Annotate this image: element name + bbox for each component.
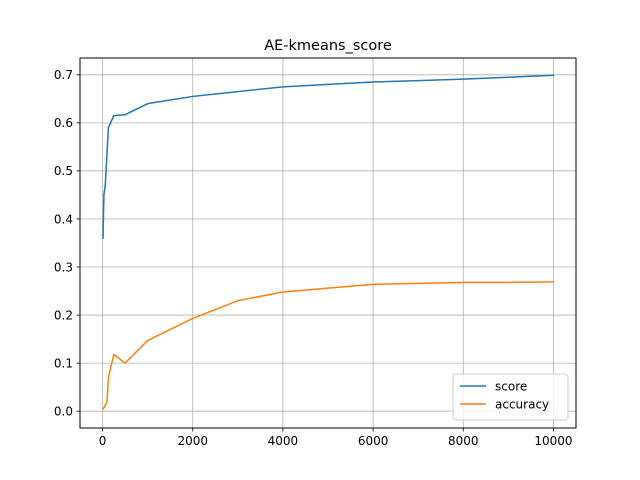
y-tick-label: 0.5 [54,164,73,178]
x-tick-label: 4000 [268,434,299,448]
legend-label-accuracy: accuracy [495,397,549,411]
series-line-score [102,74,555,239]
chart-title: AE-kmeans_score [264,38,392,54]
series-line-accuracy [101,281,555,410]
y-tick-label: 0.7 [54,68,73,82]
y-tick-label: 0.3 [54,260,73,274]
grid-lines [80,58,576,428]
y-tick-label: 0.6 [54,116,73,130]
x-tick-label: 2000 [177,434,208,448]
y-tick-label: 0.2 [54,308,73,322]
plot-frame [79,57,577,429]
x-tick-label: 10000 [534,434,572,448]
legend-label-score: score [495,379,527,393]
y-tick-label: 0.1 [54,356,73,370]
x-tick-label: 6000 [358,434,389,448]
legend: score accuracy [452,373,569,421]
y-tick-label: 0.0 [54,404,73,418]
x-tick-label: 0 [99,434,107,448]
x-tick-label: 8000 [448,434,479,448]
series-lines [101,74,555,410]
axis-ticks: 0 2000 4000 6000 8000 10000 0.0 0.1 0.2 0.3 0.4 0.5… [54,68,573,448]
y-tick-label: 0.4 [54,212,73,226]
